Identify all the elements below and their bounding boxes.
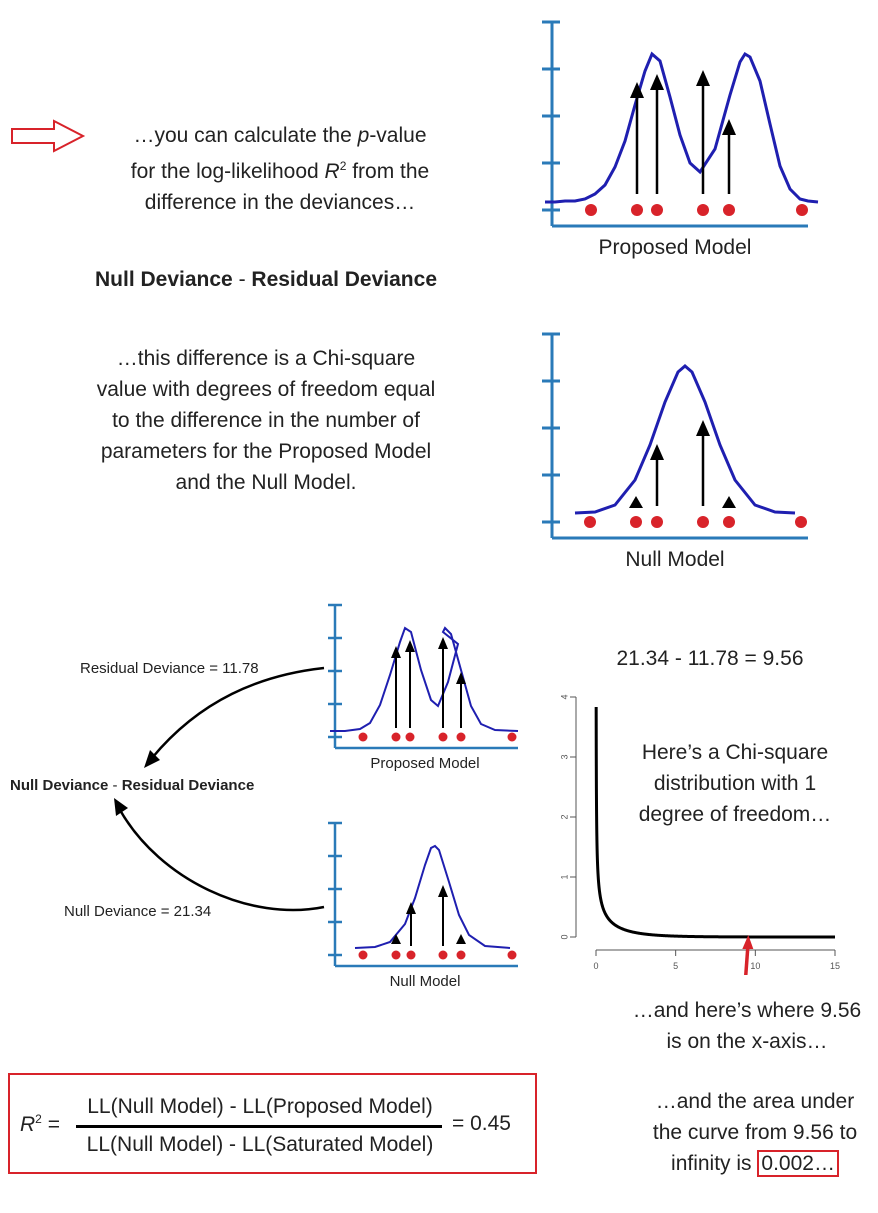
proposed-model-label: Proposed Model [598,236,752,259]
null-model-label: Null Model [625,548,725,571]
null-model-diagram [542,332,808,540]
x-tick-label: 0 [593,961,598,971]
chart-annotation: Here’s a Chi-square distribution with 1 … [638,741,832,826]
y-tick-label: 3 [559,754,569,759]
r-squared-formula: R2 = LL(Null Model) - LL(Proposed Model)… [8,1073,537,1174]
formula-denominator: LL(Null Model) - LL(Saturated Model) [86,1133,434,1156]
proposed-model-diagram [542,20,819,228]
arrow-up-icon [630,70,736,194]
x-tick-label: 10 [750,961,760,971]
y-tick-label: 0 [559,934,569,939]
y-tick-label: 1 [559,874,569,879]
chi-square-chart: 0 1 2 3 4 0 5 10 15 [559,694,840,975]
marker-arrow [742,935,754,975]
formula-result: = 0.45 [452,1112,511,1135]
formula-numerator: LL(Null Model) - LL(Proposed Model) [87,1095,433,1118]
chi-square-curve [594,706,835,939]
deviance-heading: Null Deviance - Residual Deviance [95,268,437,291]
null-deviance-label: Null Deviance = 21.34 [64,903,212,920]
small-proposed-model-diagram [328,603,519,750]
marker-text: …and here’s where 9.56 is on the x-axis… [632,999,862,1053]
area-text: …and the area under the curve from 9.56 … [652,1090,858,1177]
small-proposed-model-label: Proposed Model [370,755,480,772]
deviance-calculation: 21.34 - 11.78 = 9.56 [616,647,804,670]
small-null-model-label: Null Model [389,973,461,990]
fraction-bar [76,1125,442,1128]
small-deviance-heading: Null Deviance - Residual Deviance [10,777,255,794]
x-tick-label: 5 [673,961,678,971]
x-tick-label: 15 [830,961,840,971]
y-tick-label: 4 [559,694,569,699]
small-null-model-diagram [328,821,518,968]
formula-lhs: R2 = [20,1112,60,1136]
right-arrow-icon [11,119,86,153]
arrow-up-icon [629,420,736,508]
marker-arrow-shaft [744,946,750,975]
connector-arrows [114,666,325,912]
marker-arrow-head [742,935,754,949]
chi-square-explanation: …this difference is a Chi-square value w… [96,347,436,494]
residual-deviance-label: Residual Deviance = 11.78 [80,660,259,677]
intro-text: …you can calculate the p-value for the l… [130,124,430,214]
y-tick-label: 2 [559,814,569,819]
p-value-highlight: 0.002… [757,1150,839,1177]
